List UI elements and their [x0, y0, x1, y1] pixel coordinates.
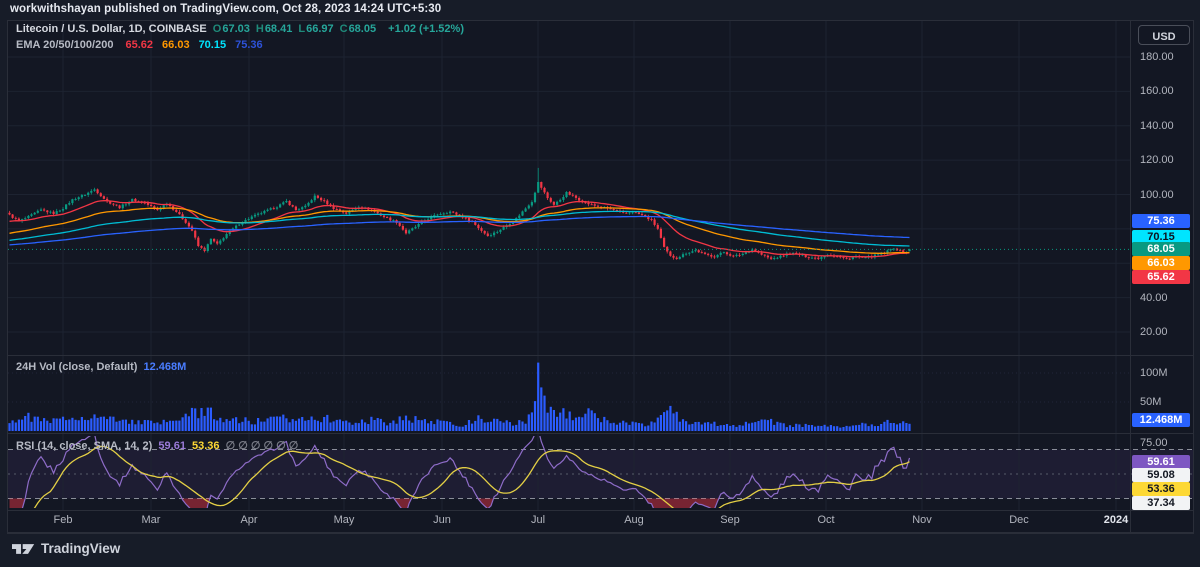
currency-toggle-button[interactable]: USD — [1138, 25, 1190, 45]
axis-price-badge: 59.08 — [1132, 468, 1190, 482]
tradingview-logo-text: TradingView — [41, 541, 121, 556]
axis-price-badge: 70.15 — [1132, 230, 1190, 244]
rsi-value: 59.61 — [158, 440, 186, 452]
time-axis-label: Mar — [141, 514, 161, 526]
time-axis-label: Aug — [624, 514, 644, 526]
ohlc-value: 68.05 — [348, 23, 377, 35]
tradingview-logo-icon — [12, 543, 35, 554]
ohlc-key: C — [339, 23, 348, 35]
price-tick: 180.00 — [1140, 51, 1174, 63]
rsi-sma-value: 53.36 — [192, 440, 220, 452]
axis-price-badge: 68.05 — [1132, 242, 1190, 256]
price-tick: 140.00 — [1140, 119, 1174, 132]
time-axis-label: Feb — [53, 514, 73, 526]
price-tick: 100.00 — [1140, 188, 1174, 201]
header-attribution: workwithshayan published on TradingView.… — [10, 3, 442, 15]
time-axis-label: Nov — [912, 514, 932, 526]
rsi-tick: 75.00 — [1140, 437, 1168, 450]
price-tick: 20.00 — [1140, 326, 1168, 338]
tradingview-logo[interactable]: TradingView — [12, 541, 120, 556]
ema-legend-row[interactable]: EMA 20/50/100/200 65.62 66.03 70.15 75.36 — [16, 39, 269, 51]
rsi-hidden-values: ∅ ∅ ∅ ∅ ∅ ∅ — [225, 440, 299, 452]
time-axis-label: Jun — [433, 514, 451, 526]
time-axis-label: Apr — [240, 514, 258, 526]
axis-price-badge: 37.34 — [1132, 496, 1190, 510]
axis-price-badge: 59.61 — [1132, 455, 1190, 469]
price-tick: 120.00 — [1140, 154, 1174, 167]
ema-value: 75.36 — [235, 39, 263, 51]
time-axis-label: Dec — [1009, 514, 1029, 526]
rsi-indicator-label: RSI (14, close, SMA, 14, 2) — [16, 440, 153, 452]
ema-value: 66.03 — [162, 39, 190, 51]
price-tick: 40.00 — [1140, 291, 1168, 304]
ohlc-value: 67.03 — [222, 23, 250, 35]
axis-price-badge: 66.03 — [1132, 256, 1190, 270]
rsi-legend-row[interactable]: RSI (14, close, SMA, 14, 2) 59.61 53.36 … — [16, 439, 301, 452]
ema-title: EMA 20/50/100/200 — [16, 39, 114, 51]
axis-price-badge: 65.62 — [1132, 270, 1190, 284]
time-axis-label: May — [333, 514, 355, 526]
volume-tick: 100M — [1140, 367, 1168, 379]
time-axis-label: Jul — [530, 514, 546, 526]
time-axis-label: Sep — [720, 514, 740, 526]
axis-price-badge: 53.36 — [1132, 482, 1190, 496]
symbol-title: Litecoin / U.S. Dollar, 1D, COINBASE — [16, 23, 207, 35]
time-axis-label: 2024 — [1103, 514, 1129, 526]
change-value: +1.02 (+1.52%) — [388, 23, 464, 35]
ohlc-values: O67.03 H68.41 L66.97 C68.05 — [213, 23, 382, 35]
ema-value: 70.15 — [198, 39, 227, 51]
time-axis-label: Oct — [817, 514, 835, 526]
volume-indicator-label: 24H Vol (close, Default) — [16, 361, 138, 373]
price-tick: 160.00 — [1140, 85, 1174, 98]
axis-price-badge: 12.468M — [1132, 413, 1190, 427]
ohlc-key: O — [212, 23, 222, 35]
ohlc-value: 68.41 — [264, 23, 293, 35]
ema-values: 65.62 66.03 70.15 75.36 — [120, 39, 266, 51]
ohlc-key: L — [298, 23, 306, 35]
symbol-legend-row[interactable]: Litecoin / U.S. Dollar, 1D, COINBASE O67… — [16, 23, 467, 35]
axis-price-badge: 75.36 — [1132, 214, 1190, 228]
volume-value: 12.468M — [143, 361, 187, 373]
volume-tick: 50M — [1140, 396, 1162, 408]
ohlc-value: 66.97 — [306, 23, 334, 35]
volume-legend-row[interactable]: 24H Vol (close, Default) 12.468M — [16, 361, 189, 373]
ohlc-key: H — [255, 23, 264, 35]
ema-value: 65.62 — [125, 39, 154, 51]
